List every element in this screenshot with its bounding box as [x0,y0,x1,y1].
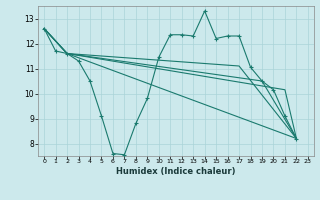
X-axis label: Humidex (Indice chaleur): Humidex (Indice chaleur) [116,167,236,176]
